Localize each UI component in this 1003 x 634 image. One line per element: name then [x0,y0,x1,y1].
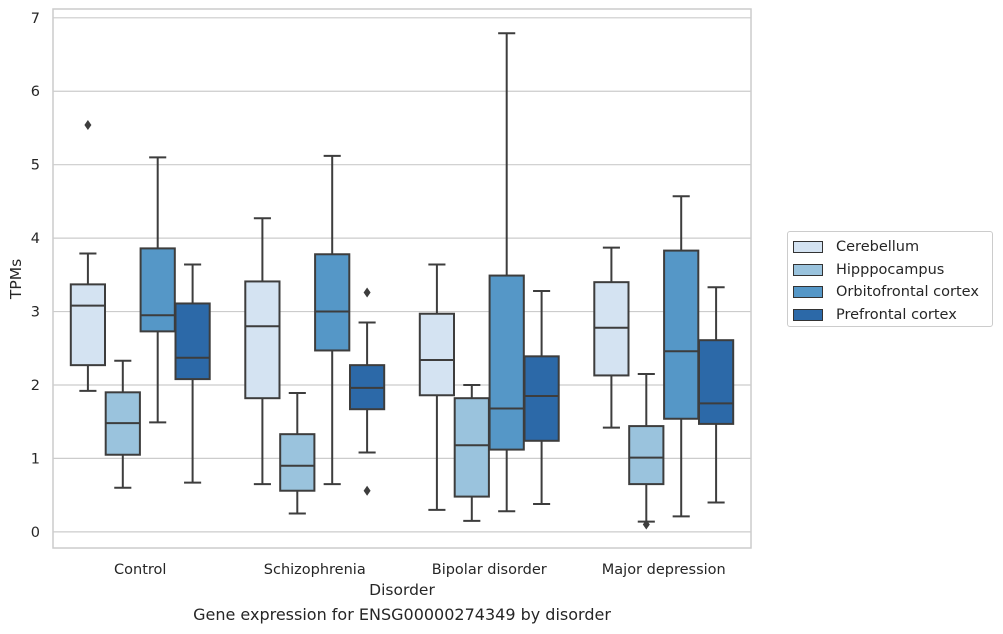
outlier-point [363,485,371,496]
box [139,247,176,333]
y-tick-label: 6 [31,84,40,100]
y-tick-label: 1 [31,451,40,467]
y-tick-label: 0 [31,525,40,541]
box [593,281,630,377]
x-tick-labels: Control Schizophrenia Bipolar disorder Majo… [114,562,726,578]
box [418,312,456,397]
legend-swatch [793,263,823,276]
figure-caption: Gene expression for ENSG00000274349 by d… [193,605,611,624]
x-tick-label: Schizophrenia [264,562,366,578]
box [488,274,525,451]
y-axis-label: TPMs [7,259,25,300]
y-tick-label: 2 [31,378,40,394]
x-tick-label: Control [114,562,166,578]
box [174,302,211,381]
legend-label: Orbitofrontal cortex [836,284,979,301]
legend: Cerebellum Hipppocampus Orbitofrontal co… [787,231,993,327]
x-tick-label: Major depression [602,562,726,578]
legend-item: Prefrontal cortex [793,304,992,327]
box [697,339,735,425]
legend-label: Hipppocampus [836,261,945,278]
box [628,425,665,486]
box [314,253,351,352]
box [523,355,560,442]
legend-swatch [793,241,823,254]
legend-item: Cerebellum [793,236,992,259]
outlier-point [84,120,92,131]
y-tick-labels: 0 1 2 3 4 5 6 7 [31,11,40,541]
outlier-point [363,287,371,298]
legend-item: Orbitofrontal cortex [793,281,992,304]
legend-item: Hipppocampus [793,259,992,282]
boxes [69,32,735,530]
box [279,433,316,492]
box [244,280,281,400]
legend-label: Cerebellum [836,239,920,256]
outlier-point [642,519,650,530]
y-tick-label: 3 [31,305,40,321]
x-axis-label: Disorder [369,581,435,599]
plot-frame [52,8,752,549]
x-tick-label: Bipolar disorder [432,562,547,578]
box [69,283,107,367]
y-tick-label: 5 [31,158,40,174]
legend-swatch [793,286,823,299]
legend-swatch [793,308,823,321]
box [453,397,490,498]
y-tick-label: 7 [31,11,40,27]
legend-label: Prefrontal cortex [836,306,957,323]
box [663,249,700,420]
y-tick-label: 4 [31,231,40,247]
